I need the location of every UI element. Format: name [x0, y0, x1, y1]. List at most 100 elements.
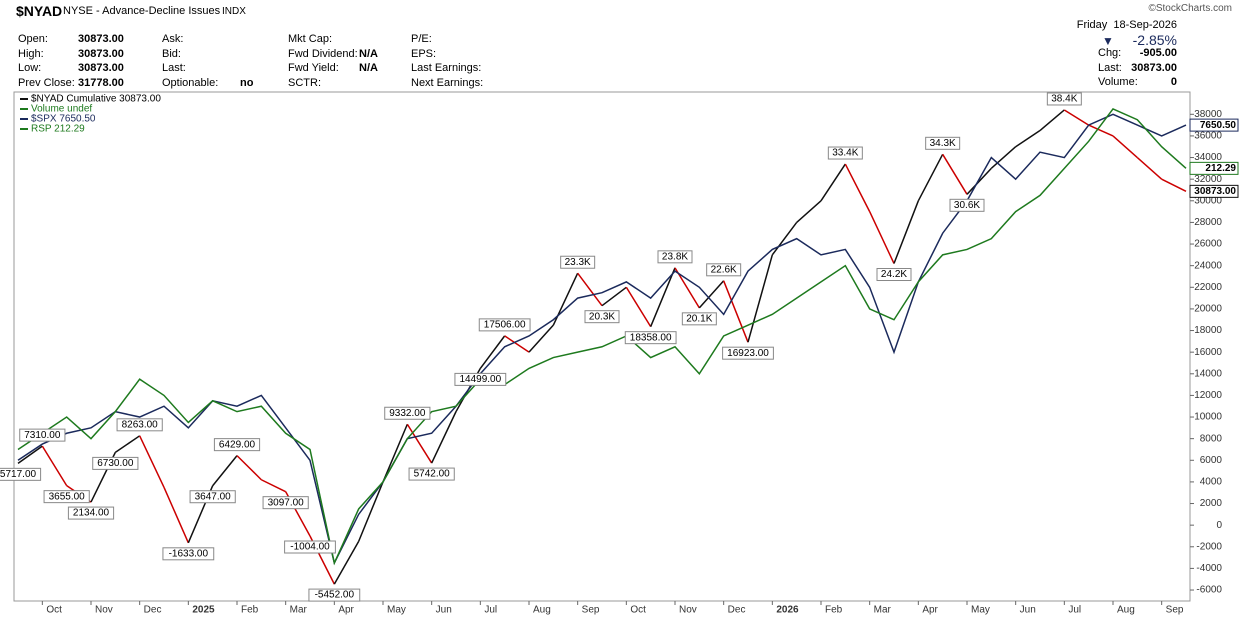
value-label: 7310.00 [24, 430, 61, 441]
value-label-box [706, 263, 742, 277]
legend-label: $NYAD Cumulative 30873.00 [31, 94, 161, 105]
value-label-box [384, 406, 431, 420]
value-label: 18358.00 [630, 332, 672, 343]
stat-label: Open: [18, 33, 48, 45]
value-label-box [67, 506, 115, 520]
value-label: 22.6K [711, 264, 737, 275]
last-value-label: 30873.00 [1194, 186, 1236, 197]
line-segment [1088, 124, 1114, 137]
value-label-box [478, 318, 531, 332]
value-label-box [308, 588, 361, 602]
x-tick-label: Nov [95, 605, 113, 616]
y-tick-label: -6000 [1196, 585, 1222, 596]
stat-value: 30873.00 [1131, 61, 1177, 74]
value-label-box [624, 331, 677, 345]
x-tick-label: Apr [922, 605, 938, 616]
x-tick-label: Feb [241, 605, 259, 616]
stat-label: EPS: [411, 47, 437, 60]
value-label: 23.3K [565, 257, 591, 268]
line-segment [820, 163, 846, 202]
value-label-box [19, 428, 66, 442]
stat-label: SCTR: [288, 76, 321, 89]
value-label: 20.1K [686, 313, 712, 324]
value-label: -1633.00 [169, 548, 209, 559]
value-label: 2134.00 [73, 508, 110, 519]
x-tick-label: Nov [679, 605, 697, 616]
line-segment [796, 200, 822, 223]
stat-value: 30873.00 [78, 33, 124, 45]
line-segment [479, 335, 506, 369]
last-value-tag [1189, 184, 1239, 198]
value-label: -5452.00 [315, 590, 355, 601]
value-label: 24.2K [881, 269, 907, 280]
line-segment [601, 286, 627, 307]
stat-value: 30873.00 [78, 47, 124, 60]
symbol-name: NYSE - Advance-Decline Issues [63, 5, 221, 17]
value-label: 17506.00 [484, 320, 526, 331]
value-label-box [189, 490, 236, 504]
y-tick-label: 8000 [1200, 433, 1223, 444]
line-segment [698, 280, 725, 309]
line-segment [163, 487, 190, 544]
value-label-box [949, 198, 985, 212]
value-label-box [92, 456, 139, 470]
value-label-box [827, 146, 863, 160]
stat-label: Fwd Dividend: [288, 47, 358, 60]
value-label: 6730.00 [97, 458, 134, 469]
y-tick-label: 38000 [1194, 109, 1222, 120]
value-label-box [0, 467, 42, 481]
last-value-tag [1189, 118, 1239, 132]
stat-label: Last: [1098, 61, 1122, 74]
y-tick-label: 16000 [1194, 347, 1222, 358]
line-segment [844, 163, 871, 212]
stat-label: P/E: [411, 33, 432, 45]
stat-label: Fwd Yield: [288, 62, 339, 74]
value-label: 3647.00 [195, 491, 232, 502]
stat-label: Volume: [1098, 76, 1138, 88]
line-segment [504, 335, 530, 353]
value-label: 38.4K [1051, 94, 1077, 105]
value-label: 16923.00 [727, 348, 769, 359]
line-segment [114, 435, 141, 454]
x-tick-label: Aug [1117, 605, 1135, 616]
legend-label: Volume undef [31, 104, 92, 115]
change-pct: -2.85% [1132, 32, 1177, 48]
stat-value: no [240, 76, 254, 89]
line-segment [625, 286, 652, 328]
x-tick-label: May [971, 605, 990, 616]
y-tick-label: 10000 [1194, 412, 1222, 423]
line [17, 107, 1187, 566]
value-label: 5717.00 [0, 469, 37, 480]
value-label-box [454, 372, 507, 386]
stat-value: -905.00 [1139, 47, 1177, 59]
line-segment [722, 280, 749, 343]
legend-label: $SPX 7650.50 [31, 114, 96, 125]
value-label-box [657, 250, 693, 264]
y-tick-label: 36000 [1194, 131, 1222, 142]
value-label-box [262, 496, 309, 510]
y-tick-label: 32000 [1194, 174, 1222, 185]
stat-label: Last Earnings: [411, 62, 482, 74]
value-label-box [1046, 92, 1082, 106]
stat-label: Next Earnings: [411, 76, 484, 89]
y-tick-label: 2000 [1200, 498, 1223, 509]
y-tick-label: 6000 [1200, 455, 1223, 466]
x-tick-label: Oct [46, 605, 62, 616]
line-segment [17, 445, 43, 464]
value-label-box [284, 540, 336, 554]
value-label: -1004.00 [290, 542, 330, 553]
stat-value: 31778.00 [78, 76, 124, 89]
line-segment [357, 481, 384, 542]
line-segment [1015, 129, 1041, 148]
value-label: 20.3K [589, 311, 615, 322]
source: ©StockCharts.com [1148, 3, 1232, 14]
x-tick-label: Mar [874, 605, 892, 616]
y-tick-label: 26000 [1194, 239, 1222, 250]
value-label-box [722, 346, 774, 360]
x-tick-label: Oct [630, 605, 646, 616]
line-segment [41, 445, 68, 487]
line-segment [382, 423, 409, 483]
y-tick-label: 18000 [1194, 325, 1222, 336]
line-segment [917, 153, 944, 202]
stat-label: High: [18, 47, 44, 60]
